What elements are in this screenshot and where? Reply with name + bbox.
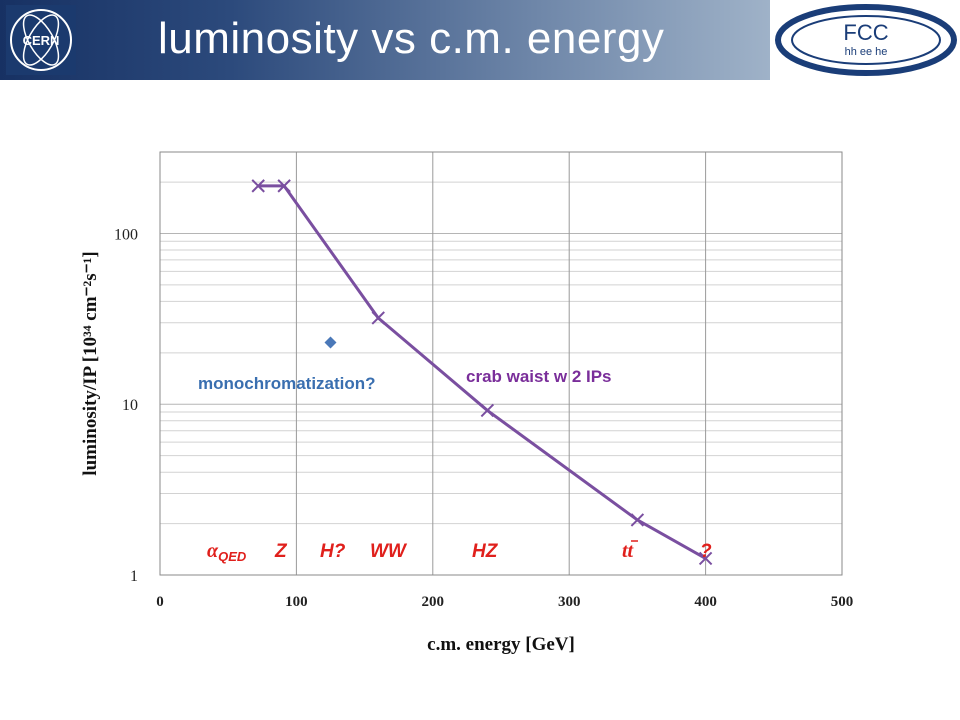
svg-text:FCC: FCC [843, 20, 888, 45]
x-tick-label: 500 [831, 594, 854, 610]
physics-label: ? [700, 541, 712, 562]
x-tick-label: 200 [422, 594, 445, 610]
series-label-crab-waist: crab waist w 2 IPs [466, 367, 612, 386]
data-point-marker [277, 179, 291, 193]
x-tick-label: 300 [558, 594, 581, 610]
data-point-diamond [324, 336, 337, 349]
y-tick-label: 100 [114, 226, 138, 243]
series-line [258, 184, 707, 560]
y-tick-label: 1 [130, 568, 138, 585]
svg-text:hh ee he: hh ee he [845, 46, 888, 58]
physics-label-ttbar: tt [622, 540, 635, 562]
x-tick-label: 0 [156, 594, 164, 610]
y-tick-label: 10 [122, 397, 138, 414]
physics-label: Z [274, 541, 288, 562]
x-tick-label: 400 [694, 594, 717, 610]
y-axis-label: luminosity/IP [10³⁴ cm⁻²s⁻¹] [80, 251, 101, 475]
svg-text:CERN: CERN [23, 33, 60, 48]
physics-label: H? [320, 541, 346, 562]
plot-area [160, 152, 842, 575]
data-point-marker [251, 179, 265, 193]
title-banner: CERN luminosity vs c.m. energy [0, 0, 770, 80]
series-label-monochromatization: monochromatization? [198, 374, 376, 393]
plot-frame [159, 151, 843, 576]
x-axis-label: c.m. energy [GeV] [427, 634, 575, 655]
data-point-marker [480, 403, 495, 418]
fcc-logo: FCC hh ee he [772, 0, 960, 80]
data-point-marker [371, 311, 385, 325]
physics-label: HZ [472, 541, 499, 562]
physics-label-alpha-qed: αQED [207, 540, 247, 564]
data-point-marker [630, 513, 645, 527]
slide-title: luminosity vs c.m. energy [158, 14, 665, 63]
physics-label: WW [370, 541, 408, 562]
cern-logo: CERN [6, 5, 76, 75]
data-point-marker [698, 551, 713, 566]
x-tick-label: 100 [285, 594, 308, 610]
